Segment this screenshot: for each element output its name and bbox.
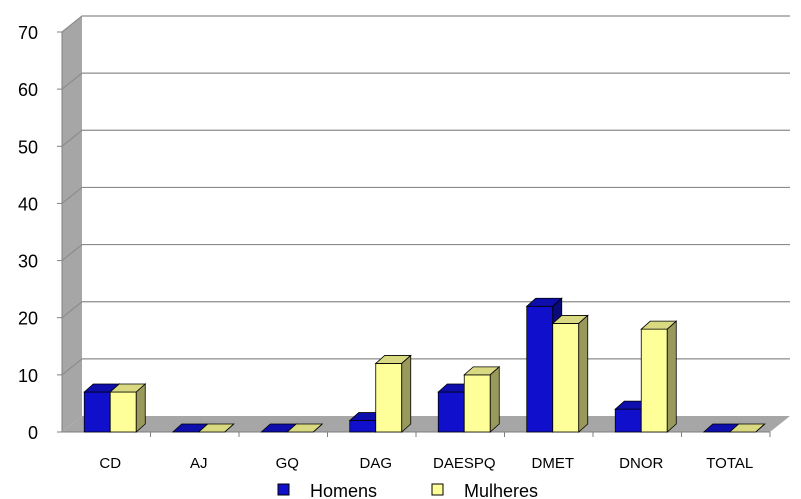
x-tick-label: AJ <box>190 455 208 472</box>
bar <box>463 365 501 433</box>
legend-swatch <box>277 483 290 496</box>
bar <box>374 354 412 433</box>
bar-front <box>375 363 403 433</box>
bar-front <box>437 391 465 433</box>
x-tick-label: CD <box>99 455 121 472</box>
legend-label: Homens <box>310 481 377 499</box>
gridline <box>61 301 790 319</box>
gridline <box>61 72 790 90</box>
y-tick-label: 60 <box>18 80 38 100</box>
gridline <box>61 358 790 376</box>
bar-side <box>224 423 235 433</box>
bar <box>551 314 589 433</box>
bar <box>728 423 766 433</box>
y-tick-label: 50 <box>18 137 38 157</box>
bar <box>640 320 678 433</box>
legend: Homens Mulheres <box>277 481 538 499</box>
y-tick-label: 20 <box>18 309 38 329</box>
x-tick-label: DAESPQ <box>433 455 496 472</box>
bar-side <box>401 354 412 433</box>
bar-front <box>463 374 491 433</box>
legend-item: Homens <box>277 481 377 499</box>
y-tick-label: 70 <box>18 23 38 43</box>
x-tick-label: TOTAL <box>706 455 753 472</box>
floor <box>62 416 790 432</box>
gridline <box>61 243 790 262</box>
bars <box>83 297 766 433</box>
bar-front <box>614 408 642 433</box>
legend-swatch <box>431 483 444 496</box>
y-tick-label: 0 <box>28 423 38 443</box>
x-tick-label: GQ <box>276 455 299 472</box>
gridline <box>61 129 790 147</box>
side-wall <box>62 16 82 432</box>
x-tick-label: DAG <box>359 455 392 472</box>
bar-side <box>666 320 677 433</box>
bar-front <box>349 420 377 433</box>
legend-label: Mulheres <box>464 481 538 499</box>
gridline <box>61 15 790 33</box>
gridline <box>61 186 790 204</box>
bar-front <box>640 328 668 433</box>
y-axis-tick-labels: 0 10 20 30 40 50 60 70 <box>18 23 38 443</box>
x-axis-tick-labels: CD AJ GQ DAG DAESPQ DMET DNOR TOTAL <box>99 432 771 472</box>
x-tick-label: DMET <box>532 455 575 472</box>
bar-front <box>109 391 137 433</box>
y-tick-label: 40 <box>18 194 38 214</box>
x-tick-label: DNOR <box>619 455 663 472</box>
gridlines <box>57 15 790 433</box>
legend-item: Mulheres <box>431 481 538 499</box>
bar-front <box>552 323 580 433</box>
bar-side <box>135 383 146 433</box>
bar <box>197 423 235 433</box>
y-tick-label: 30 <box>18 252 38 272</box>
bar-front <box>83 391 111 433</box>
chart-back-wall <box>61 16 790 433</box>
bar <box>109 383 147 433</box>
bar-side <box>578 314 589 433</box>
bar-side <box>489 365 500 433</box>
bar-front <box>526 305 554 433</box>
bar-side <box>312 423 323 433</box>
y-tick-label: 10 <box>18 366 38 386</box>
bar <box>286 423 324 433</box>
bar-side <box>755 423 766 433</box>
